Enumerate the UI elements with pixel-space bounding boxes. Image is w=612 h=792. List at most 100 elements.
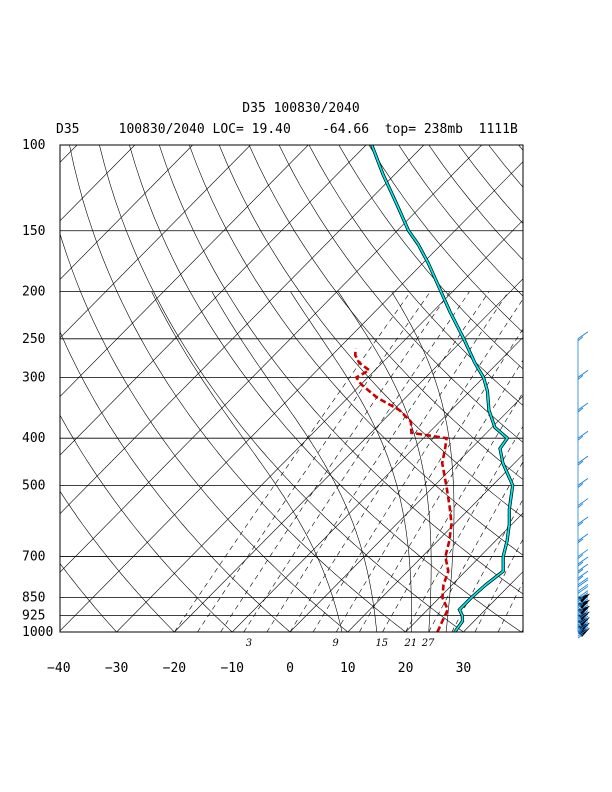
wind-barb-feather [577,556,589,565]
pressure-tick-label: 250 [22,332,45,347]
mixing-ratio-line [382,391,523,632]
temperature-tick-label: 0 [286,661,294,676]
dry-adiabat-line [518,145,523,151]
isotherm-line [60,161,523,632]
mixing-ratio-line [474,538,523,632]
pressure-tick-label: 925 [22,609,45,624]
wind-barb-flag [578,611,590,621]
wind-barb-feather [577,455,589,464]
wind-barb [577,563,589,574]
wind-barb-feather [577,592,589,600]
isotherm-line [405,512,523,632]
wind-barbs [577,331,590,639]
wind-barb-feather [577,585,589,594]
wind-barb-half-feather [577,554,584,559]
isotherm-line [60,145,367,456]
wind-barb-feather [577,331,589,340]
mixing-ratio-label: 27 [421,638,435,649]
wind-barb-feather [577,549,589,557]
wind-barb-half-feather [577,336,584,342]
dry-adiabat-line [60,490,175,632]
dry-adiabat-line [458,145,523,224]
wind-barb-feather [577,570,589,579]
wind-barb-feather [577,516,589,525]
wind-barb-feather [577,610,589,618]
temperature-tick-label: −20 [163,661,186,676]
wind-barb-half-feather [577,575,584,581]
dry-adiabat-line [338,145,523,370]
isotherm-line [60,145,482,573]
wind-barb-half-feather [577,375,584,380]
temperature-tick-label: 30 [456,661,472,676]
plot-frame [59,144,524,633]
wind-barb-feather [577,579,589,588]
mixing-ratio-line [451,498,523,632]
wind-barb-feather [577,498,589,506]
wind-barb-feather [577,590,589,598]
wind-barb-feather [577,623,589,632]
wind-barb-feather [577,563,589,572]
pressure-tick-label: 100 [22,138,45,153]
isotherm-line [60,145,193,280]
dry-adiabat-line [549,145,612,632]
wind-barb [577,590,590,603]
wind-barb [577,498,589,508]
wind-barb-flag [578,628,590,637]
temperature-axis: −40 −30 −20 −10 0 10 20 30 [47,661,471,676]
moist-adiabat-line [151,291,343,632]
wind-barb [577,570,589,581]
moist-adiabat-line [337,291,432,632]
wind-barb-feather [577,402,589,411]
wind-barb [577,455,589,466]
dry-adiabat-line [608,145,612,632]
mixing-ratio-label: 15 [375,638,388,649]
sounding-traces [353,145,515,632]
isotherm-line [579,145,612,632]
mixing-ratio-line [289,291,509,632]
mixing-ratio-label: 21 [403,638,417,649]
pressure-tick-label: 850 [22,591,45,606]
wind-barb-flag [578,622,590,632]
dry-adiabat-line [308,145,523,406]
wind-barb-feather [577,615,589,624]
isotherm-line [116,219,523,632]
mixing-ratio-line [359,359,523,632]
mixing-ratio-line [197,291,431,632]
chart-title: D35 100830/2040 [242,101,359,116]
isotherm-line [0,145,19,632]
pressure-tick-label: 150 [22,224,45,239]
temperature-tick-label: 20 [398,661,414,676]
isotherm-line [520,629,523,632]
wind-barb [577,331,589,342]
temperature-tick-label: −30 [105,661,128,676]
wind-barb [577,402,589,413]
pressure-tick-label: 400 [22,431,45,446]
wind-barb-half-feather [577,628,584,633]
dry-adiabat-line [159,145,523,595]
dry-adiabat-line [248,145,523,480]
wind-barb-feather [577,533,589,542]
temperature-trace [370,145,514,632]
dewpoint-trace [353,348,453,632]
pressure-tick-label: 500 [22,478,45,493]
wind-barb [577,369,589,380]
wind-barb-half-feather [577,503,584,508]
temperature-tick-label: −10 [220,661,243,676]
isotherm-line [289,395,523,632]
wind-barb-feather [577,612,589,620]
dry-adiabat-line [579,145,612,632]
wind-barb-half-feather [577,435,584,441]
mixing-ratio-line [335,328,523,632]
wind-barb [577,478,589,488]
dry-adiabat-line [60,414,233,632]
wind-barb-feather [577,621,589,630]
wind-barb [577,577,589,588]
dry-adiabat-line [488,145,523,188]
mixing-ratio-line [497,581,523,632]
mixing-ratio-line [174,291,411,632]
isotherm-line [347,454,523,632]
moist-adiabat-line [290,291,412,632]
wind-barb [577,583,589,594]
wind-barb-half-feather [577,609,584,615]
